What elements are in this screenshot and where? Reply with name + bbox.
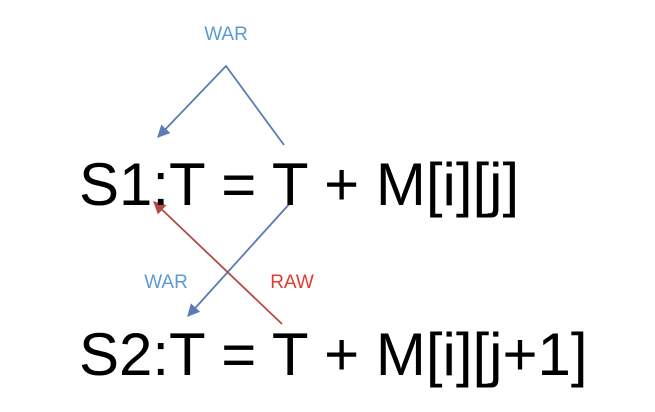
raw-label: RAW — [270, 272, 314, 293]
war-arrow-s1-to-s2 — [187, 200, 293, 317]
war-arrow-s1 — [157, 64, 285, 146]
statement-s2: S2:T = T + M[i][j+1] — [79, 321, 588, 388]
war-label-top: WAR — [204, 24, 248, 45]
statement-s1: S1:T = T + M[i][j] — [79, 151, 519, 218]
war-label-bottom: WAR — [144, 272, 188, 293]
raw-arrow-s2-to-s1 — [153, 201, 283, 325]
